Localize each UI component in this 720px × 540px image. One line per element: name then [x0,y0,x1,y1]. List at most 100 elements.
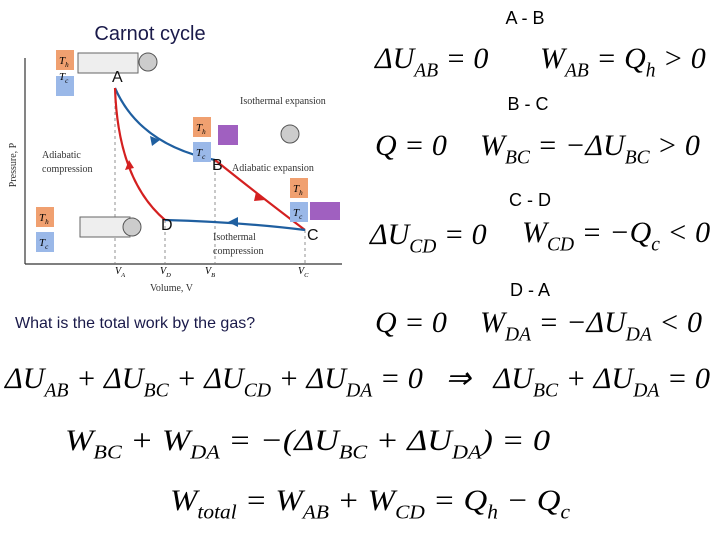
subscript: DA [625,324,652,345]
subscript: AB [412,60,438,81]
equation-part: ΔU [4,362,47,395]
subscript: BC [339,442,368,463]
equation-part: Q = 0 [375,306,447,339]
subscript: c [202,153,206,161]
equation-part: + W [329,484,398,517]
point-label: A [112,69,123,86]
stage-heading: B - C [507,94,548,114]
subscript: CD [244,380,271,401]
equation-part: + W [122,424,194,457]
subscript: c [299,213,303,221]
equation-part: < 0 [652,306,702,339]
diagram-label: compression [213,246,264,257]
equation-part: = 0 ⇒ ΔU [372,362,535,395]
subscript: BC [505,147,531,168]
axis-label: Volume, V [150,283,194,294]
equation-part: − Q [498,484,561,517]
equation: Tc [196,147,206,161]
equation-part: V [115,266,123,277]
diagram-label: Isothermal [213,232,256,243]
equation-part: W [540,42,568,75]
equation-part: + ΔU [271,362,348,395]
subscript: c [65,77,69,85]
equation: ΔUAB = 0 [374,42,488,81]
equation-part: = −ΔU [530,129,627,162]
equation: VB [205,266,215,279]
equation-part: W [522,216,550,249]
equation-part: + ΔU [367,424,454,457]
subscript: c [560,502,570,523]
equation-part: V [160,266,168,277]
equation-part: = W [237,484,306,517]
equation-part: T [39,212,46,224]
subscript: DA [451,442,482,463]
subscript: BC [625,147,651,168]
equation: Q = 0 [375,306,447,339]
equation-part: T [59,55,66,67]
subscript: D [165,272,171,279]
subscript: h [487,502,498,523]
equation: Th [39,212,49,226]
equation: WDA = −ΔUDA < 0 [480,306,702,345]
equation-part: T [196,122,203,134]
equation-part: W [170,484,201,517]
subscript: CD [409,236,436,257]
subscript: DA [345,380,372,401]
subscript: BC [93,442,122,463]
equation-part: T [293,207,300,219]
stage-heading: A - B [505,8,544,28]
equation: WBC = −ΔUBC > 0 [480,129,700,168]
pv-diagram [24,50,342,265]
equation: Q = 0 [375,129,447,162]
title: Carnot cycle [94,23,205,45]
equation-part: < 0 [660,216,710,249]
equation: Th [59,55,69,69]
subscript: AB [563,60,589,81]
subscript: B [211,272,215,279]
equation-part: > 0 [650,129,700,162]
equation-part: = −(ΔU [220,424,342,457]
equation: VD [160,266,171,279]
axis-label: Pressure, P [8,142,19,187]
equation-part: + ΔU [69,362,146,395]
point-label: D [161,217,173,234]
equation-part: W [480,129,508,162]
equation: Th [196,122,206,136]
diagram-label: Adiabatic [42,150,81,161]
equation-part: = −Q [574,216,651,249]
question: What is the total work by the gas? [15,315,255,332]
equation-part: T [39,237,46,249]
equation-part: = −ΔU [531,306,628,339]
equation-part: ΔU [374,42,417,75]
equation-part: W [480,306,508,339]
point-label: C [307,227,319,244]
equation: WCD = −Qc < 0 [522,216,710,255]
subscript: DA [189,442,220,463]
equation-part: V [298,266,306,277]
equation: Tc [59,71,69,85]
equation-part: + ΔU [558,362,635,395]
equation-part: = Q [589,42,646,75]
subscript: DA [632,380,659,401]
subscript: AB [43,380,69,401]
equation-part: ) = 0 [479,424,550,457]
equation: Tc [39,237,49,251]
subscript: h [299,189,303,197]
equation-part: T [59,71,66,83]
subscript: h [646,60,656,81]
equation-part: = 0 [436,218,486,251]
diagram-label: Isothermal expansion [240,96,326,107]
equation-part: = 0 [438,42,488,75]
subscript: BC [533,380,559,401]
diagram-label: compression [42,164,93,175]
diagram-label: Adiabatic expansion [232,163,314,174]
equation: ΔUAB + ΔUBC + ΔUCD + ΔUDA = 0 ⇒ ΔUBC + Δ… [4,362,710,401]
subscript: h [202,128,206,136]
subscript: CD [547,234,574,255]
point-label: B [212,157,223,174]
equation: VC [298,266,309,279]
subscript: CD [395,502,425,523]
equation: W BC + W DA = −(ΔU BC + ΔU DA) = 0 [65,424,550,463]
